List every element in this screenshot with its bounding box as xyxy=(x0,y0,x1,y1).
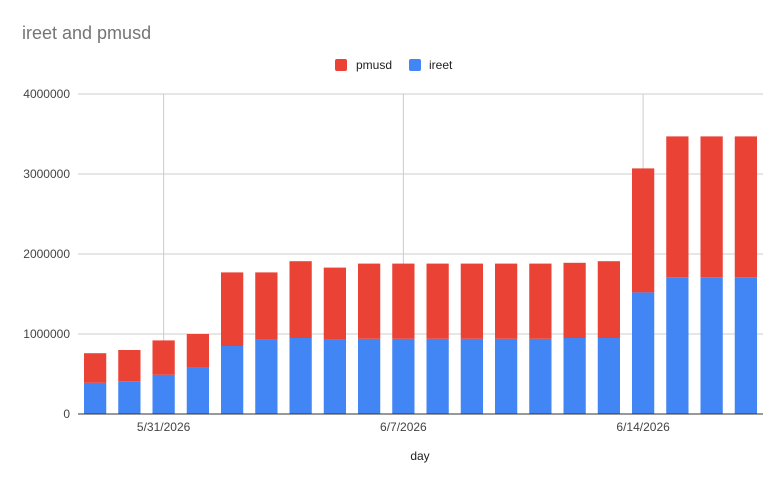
bar-segment-pmusd xyxy=(118,350,141,382)
bar-segment-ireet xyxy=(186,367,210,414)
bar-segment-pmusd xyxy=(392,263,415,339)
bar-segment-ireet xyxy=(494,338,518,414)
y-tick-label: 0 xyxy=(63,407,70,421)
legend-swatch-pmusd xyxy=(335,59,347,71)
bar-segment-pmusd xyxy=(734,136,758,278)
y-tick-label: 1000000 xyxy=(23,327,70,341)
bar-segment-ireet xyxy=(118,381,141,414)
x-axis-title: day xyxy=(410,449,429,463)
bar-segment-pmusd xyxy=(494,263,518,339)
bar-segment-pmusd xyxy=(666,136,689,278)
bar-segment-pmusd xyxy=(631,168,655,293)
bar-segment-pmusd xyxy=(255,272,278,340)
bar-segment-pmusd xyxy=(289,261,312,338)
bar-segment-ireet xyxy=(220,346,244,414)
legend-label-pmusd: pmusd xyxy=(356,58,392,72)
bar-segment-ireet xyxy=(289,338,312,414)
x-axis-tick-labels: 5/31/2026 6/7/2026 6/14/2026 xyxy=(137,420,670,434)
bar-segment-ireet xyxy=(597,338,621,414)
bar-segment-ireet xyxy=(323,339,347,414)
x-tick-label: 6/7/2026 xyxy=(380,420,427,434)
bar-segment-ireet xyxy=(357,338,381,414)
y-tick-label: 2000000 xyxy=(23,247,70,261)
y-axis-tick-labels: 0 1000000 2000000 3000000 4000000 xyxy=(23,87,70,421)
bar-segment-ireet xyxy=(255,339,278,414)
bar-segment-ireet xyxy=(529,338,552,414)
bar-segment-ireet xyxy=(152,374,175,414)
bar-segment-ireet xyxy=(666,277,689,414)
bar-segment-pmusd xyxy=(529,263,552,339)
bar-segment-pmusd xyxy=(152,340,175,375)
bar-segment-pmusd xyxy=(597,261,621,338)
bar-segment-pmusd xyxy=(323,267,347,340)
bars xyxy=(83,136,758,414)
bar-segment-ireet xyxy=(734,277,758,414)
bar-segment-pmusd xyxy=(220,272,244,346)
bar-segment-ireet xyxy=(563,338,586,414)
y-tick-label: 3000000 xyxy=(23,167,70,181)
chart-title: ireet and pmusd xyxy=(22,23,151,43)
bar-segment-ireet xyxy=(700,277,723,414)
bar-segment-pmusd xyxy=(563,262,586,338)
bar-segment-ireet xyxy=(460,338,484,414)
x-tick-label: 5/31/2026 xyxy=(137,420,191,434)
bar-segment-pmusd xyxy=(83,353,107,383)
legend-label-ireet: ireet xyxy=(429,58,453,72)
bar-segment-ireet xyxy=(392,338,415,414)
bar-segment-pmusd xyxy=(357,263,381,339)
legend-swatch-ireet xyxy=(409,59,421,71)
bar-segment-ireet xyxy=(426,338,449,414)
bar-segment-ireet xyxy=(631,292,655,414)
bar-segment-pmusd xyxy=(460,263,484,339)
bar-segment-pmusd xyxy=(186,334,210,368)
bar-segment-pmusd xyxy=(700,136,723,278)
y-tick-label: 4000000 xyxy=(23,87,70,101)
bar-segment-ireet xyxy=(83,382,107,414)
x-tick-label: 6/14/2026 xyxy=(616,420,670,434)
legend: pmusd ireet xyxy=(335,58,453,72)
bar-segment-pmusd xyxy=(426,263,449,339)
